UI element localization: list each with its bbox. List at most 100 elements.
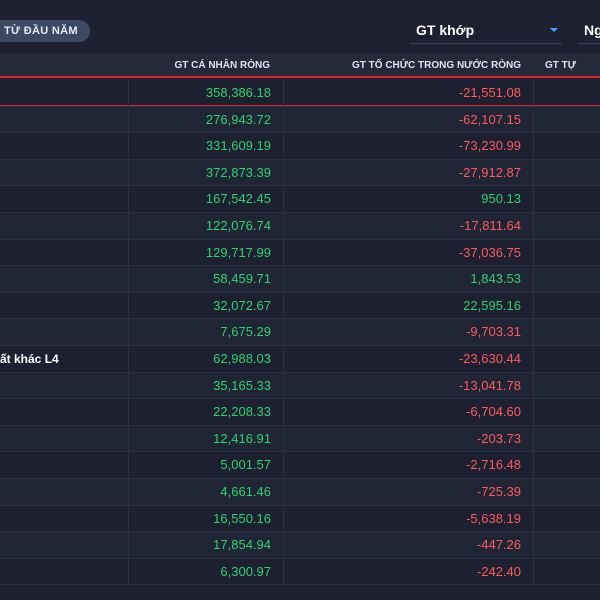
individual-net-value: 331,609.19: [205, 138, 271, 154]
period-filter-pill[interactable]: TỪ ĐẦU NĂM: [0, 20, 90, 42]
column-divider: [533, 399, 534, 426]
column-divider: [128, 345, 129, 372]
column-divider: [283, 345, 284, 372]
table-row[interactable]: 129,717.99 -37,036.75: [0, 239, 600, 267]
table-row[interactable]: 22,208.33 -6,704.60: [0, 399, 600, 426]
domestic-institution-net-value: -62,107.15: [458, 111, 521, 127]
individual-net-value: 35,165.33: [213, 377, 271, 393]
column-divider: [533, 159, 534, 186]
column-divider: [283, 159, 284, 186]
column-divider: [533, 319, 534, 346]
column-divider: [283, 532, 284, 559]
table-row[interactable]: 58,459.71 1,843.53: [0, 266, 600, 293]
column-divider: [128, 239, 129, 266]
domestic-institution-net-value: -242.40: [476, 563, 521, 579]
table-row[interactable]: 5,001.57 -2,716.48: [0, 452, 600, 479]
domestic-institution-net-value: -447.26: [476, 537, 521, 553]
column-divider: [283, 106, 284, 133]
highlight-line-top: [0, 76, 600, 78]
table-row[interactable]: 331,609.19 -73,230.99: [0, 133, 600, 160]
table-row[interactable]: ất khác L4 62,988.03 -23,630.44: [0, 345, 600, 373]
column-divider: [533, 239, 534, 266]
column-divider: [128, 212, 129, 239]
column-divider: [128, 425, 129, 452]
column-divider: [128, 532, 129, 559]
column-divider: [533, 425, 534, 452]
individual-net-value: 5,001.57: [220, 457, 271, 473]
individual-net-value: 16,550.16: [213, 510, 271, 526]
table-row[interactable]: 16,550.16 -5,638.19: [0, 505, 600, 533]
column-divider: [283, 133, 284, 160]
domestic-institution-net-value: -2,716.48: [466, 457, 521, 473]
domestic-institution-net-value: -17,811.64: [459, 217, 521, 233]
table-row[interactable]: 32,072.67 22,595.16: [0, 292, 600, 320]
table-row[interactable]: 17,854.94 -447.26: [0, 532, 600, 559]
individual-net-value: 62,988.03: [213, 350, 271, 366]
value-type-select[interactable]: GT khớp: [410, 16, 562, 44]
domestic-institution-net-value: 950.13: [481, 191, 521, 207]
column-divider: [283, 80, 284, 106]
individual-net-value: 12,416.91: [213, 430, 271, 446]
domestic-institution-net-value: -6,704.60: [466, 404, 521, 420]
table-row[interactable]: 4,661.46 -725.39: [0, 478, 600, 506]
table-row[interactable]: 7,675.29 -9,703.31: [0, 319, 600, 346]
column-divider: [128, 106, 129, 133]
header-individual[interactable]: GT CÁ NHÂN RÒNG: [174, 60, 270, 71]
column-divider: [533, 345, 534, 372]
domestic-institution-net-value: -73,230.99: [458, 138, 521, 154]
date-select-label: Ng: [584, 22, 600, 38]
date-select[interactable]: Ng: [578, 16, 600, 44]
table-row[interactable]: 167,542.45 950.13: [0, 186, 600, 213]
column-divider: [128, 372, 129, 399]
header-domestic-institution[interactable]: GT TỔ CHỨC TRONG NƯỚC RÒNG: [351, 60, 521, 71]
domestic-institution-net-value: -203.73: [476, 430, 521, 446]
domestic-institution-net-value: -21,551.08: [458, 85, 521, 100]
individual-net-value: 22,208.33: [213, 404, 271, 420]
column-divider: [283, 558, 284, 585]
column-divider: [533, 452, 534, 479]
column-divider: [128, 558, 129, 585]
table-header: GT CÁ NHÂN RÒNG GT TỔ CHỨC TRONG NƯỚC RÒ…: [0, 54, 600, 78]
table-row[interactable]: 6,300.97 -242.40: [0, 558, 600, 586]
domestic-institution-net-value: 22,595.16: [463, 297, 521, 313]
domestic-institution-net-value: -13,041.78: [458, 377, 521, 393]
column-divider: [283, 399, 284, 426]
domestic-institution-net-value: 1,843.53: [470, 271, 521, 287]
column-divider: [128, 319, 129, 346]
column-divider: [128, 478, 129, 505]
table-row[interactable]: 35,165.33 -13,041.78: [0, 372, 600, 400]
column-divider: [283, 452, 284, 479]
column-divider: [128, 186, 129, 213]
column-divider: [533, 212, 534, 239]
column-divider: [533, 532, 534, 559]
column-divider: [128, 159, 129, 186]
table-row[interactable]: 358,386.18 -21,551.08: [0, 80, 600, 107]
column-divider: [128, 266, 129, 293]
individual-net-value: 372,873.39: [205, 164, 271, 180]
table-row[interactable]: 372,873.39 -27,912.87: [0, 159, 600, 187]
domestic-institution-net-value: -725.39: [476, 483, 521, 499]
column-divider: [283, 425, 284, 452]
chevron-down-icon: [550, 28, 558, 32]
table-row[interactable]: 122,076.74 -17,811.64: [0, 212, 600, 240]
column-divider: [533, 292, 534, 319]
column-divider: [533, 80, 534, 106]
row-name: ất khác L4: [0, 351, 59, 366]
individual-net-value: 58,459.71: [213, 271, 271, 287]
column-divider: [283, 478, 284, 505]
value-type-label: GT khớp: [416, 22, 475, 38]
domestic-institution-net-value: -27,912.87: [458, 164, 521, 180]
column-divider: [283, 505, 284, 532]
table-row[interactable]: 276,943.72 -62,107.15: [0, 106, 600, 134]
individual-net-value: 129,717.99: [205, 244, 271, 260]
column-divider: [283, 292, 284, 319]
column-divider: [283, 186, 284, 213]
individual-net-value: 32,072.67: [213, 297, 271, 313]
header-self-trading[interactable]: GT TỰ: [545, 60, 577, 71]
column-divider: [283, 239, 284, 266]
column-divider: [283, 319, 284, 346]
column-divider: [533, 558, 534, 585]
table-row[interactable]: 12,416.91 -203.73: [0, 425, 600, 453]
individual-net-value: 17,854.94: [213, 537, 271, 553]
column-divider: [283, 266, 284, 293]
